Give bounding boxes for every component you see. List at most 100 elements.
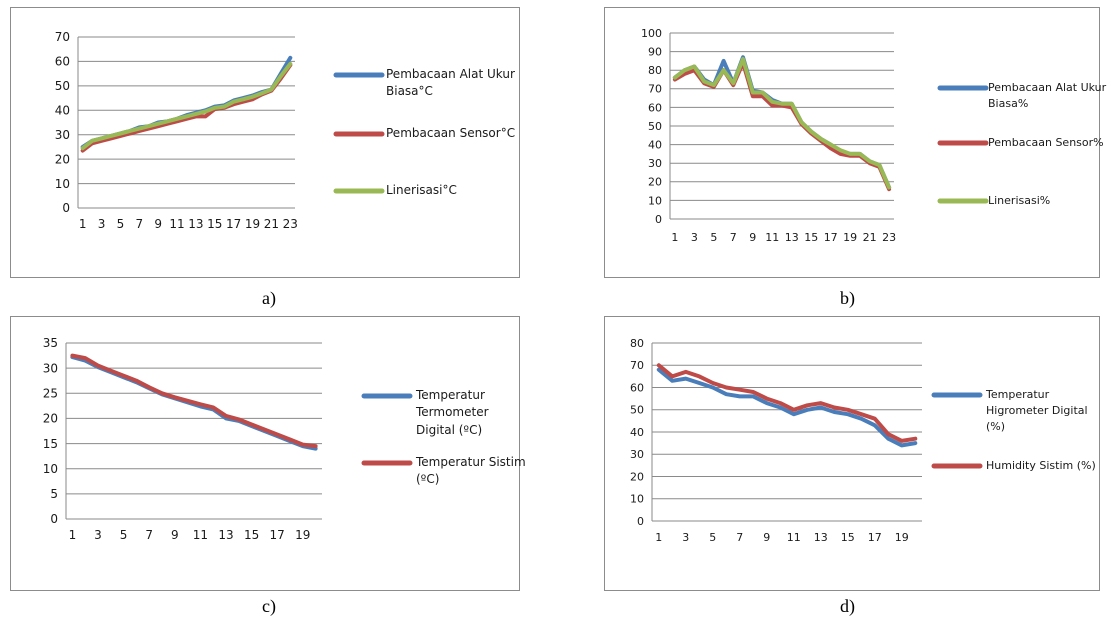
x-tick-label: 3 [94, 528, 102, 542]
x-tick-label: 5 [117, 217, 125, 231]
y-tick-label: 80 [648, 64, 662, 77]
y-tick-label: 70 [630, 359, 644, 372]
x-tick-label: 1 [79, 217, 87, 231]
x-tick-label: 13 [785, 231, 799, 244]
caption-d: d) [840, 596, 855, 616]
y-tick-label: 20 [648, 176, 662, 189]
series-line-3 [672, 57, 892, 190]
legend-label: Pembacaan Alat Ukur Biasa% [988, 80, 1107, 110]
y-tick-label: 0 [637, 515, 644, 528]
caption-b: b) [840, 288, 855, 308]
y-tick-label: 80 [630, 337, 644, 350]
y-tick-label: 100 [641, 27, 662, 40]
x-tick-label: 15 [244, 528, 259, 542]
series-line-3 [80, 61, 293, 151]
y-tick-label: 30 [43, 361, 58, 375]
x-tick-label: 15 [804, 231, 818, 244]
x-tick-label: 11 [765, 231, 779, 244]
x-tick-label: 19 [295, 528, 310, 542]
x-tick-label: 3 [98, 217, 106, 231]
y-tick-label: 30 [55, 128, 70, 142]
y-tick-label: 35 [43, 336, 58, 350]
caption-c: c) [262, 596, 276, 616]
legend-label: Pembacaan Alat Ukur Biasa°C [386, 67, 515, 99]
x-tick-label: 5 [709, 531, 716, 544]
x-tick-label: 17 [824, 231, 838, 244]
y-tick-label: 20 [630, 470, 644, 483]
x-tick-label: 11 [169, 217, 184, 231]
y-tick-label: 10 [648, 194, 662, 207]
y-tick-label: 20 [43, 412, 58, 426]
y-tick-label: 15 [43, 437, 58, 451]
x-tick-label: 5 [120, 528, 128, 542]
x-tick-label: 19 [843, 231, 857, 244]
y-tick-label: 40 [55, 103, 70, 117]
series-line-1 [672, 55, 892, 190]
x-tick-label: 13 [218, 528, 233, 542]
x-tick-label: 7 [145, 528, 153, 542]
x-tick-label: 17 [226, 217, 241, 231]
x-tick-label: 19 [895, 531, 909, 544]
legend-label: Temperatur Sistim (ºC) [416, 455, 526, 487]
y-tick-label: 5 [50, 487, 58, 501]
y-tick-label: 50 [630, 404, 644, 417]
x-tick-label: 13 [814, 531, 828, 544]
chart-frame-b [604, 7, 1100, 278]
y-tick-label: 60 [648, 101, 662, 114]
legend-label: Pembacaan Sensor°C [386, 126, 516, 140]
series-line-2 [80, 63, 293, 153]
y-tick-label: 50 [55, 79, 70, 93]
x-tick-label: 13 [188, 217, 203, 231]
y-tick-label: 60 [630, 381, 644, 394]
caption-a: a) [262, 288, 276, 308]
y-tick-label: 40 [630, 426, 644, 439]
y-tick-label: 0 [62, 201, 70, 215]
x-tick-label: 15 [207, 217, 222, 231]
x-tick-label: 7 [736, 531, 743, 544]
x-tick-label: 3 [691, 231, 698, 244]
y-tick-label: 0 [655, 213, 662, 226]
y-tick-label: 0 [50, 512, 58, 526]
legend-label: Linerisasi% [988, 193, 1051, 207]
x-tick-label: 15 [841, 531, 855, 544]
y-tick-label: 90 [648, 45, 662, 58]
x-tick-label: 21 [264, 217, 279, 231]
x-tick-label: 23 [283, 217, 298, 231]
x-tick-label: 1 [655, 531, 662, 544]
legend-label: Linerisasi°C [386, 183, 457, 197]
x-tick-label: 11 [787, 531, 801, 544]
y-tick-label: 25 [43, 386, 58, 400]
series-line-2 [70, 353, 318, 449]
legend-label: Temperatur Higrometer Digital (%) [986, 387, 1088, 433]
chart-frame-d [604, 316, 1100, 591]
y-tick-label: 10 [43, 462, 58, 476]
x-tick-label: 21 [863, 231, 877, 244]
x-tick-label: 11 [193, 528, 208, 542]
x-tick-label: 19 [245, 217, 260, 231]
y-tick-label: 50 [648, 120, 662, 133]
x-tick-label: 17 [270, 528, 285, 542]
x-tick-label: 1 [671, 231, 678, 244]
y-tick-label: 70 [648, 83, 662, 96]
x-tick-label: 1 [69, 528, 77, 542]
series-line-2 [656, 363, 918, 443]
x-tick-label: 9 [749, 231, 756, 244]
series-line-1 [656, 367, 918, 448]
y-tick-label: 40 [648, 138, 662, 151]
x-tick-label: 9 [171, 528, 179, 542]
x-tick-label: 23 [882, 231, 896, 244]
y-tick-label: 70 [55, 30, 70, 44]
y-tick-label: 30 [630, 448, 644, 461]
legend-label: Humidity Sistim (%) [986, 458, 1096, 472]
legend-label: Temperatur Termometer Digital (ºC) [416, 388, 489, 437]
x-tick-label: 17 [868, 531, 882, 544]
x-tick-label: 5 [710, 231, 717, 244]
x-tick-label: 3 [682, 531, 689, 544]
x-tick-label: 7 [136, 217, 144, 231]
y-tick-label: 10 [55, 177, 70, 191]
legend-label: Pembacaan Sensor% [988, 135, 1104, 149]
y-tick-label: 60 [55, 55, 70, 69]
